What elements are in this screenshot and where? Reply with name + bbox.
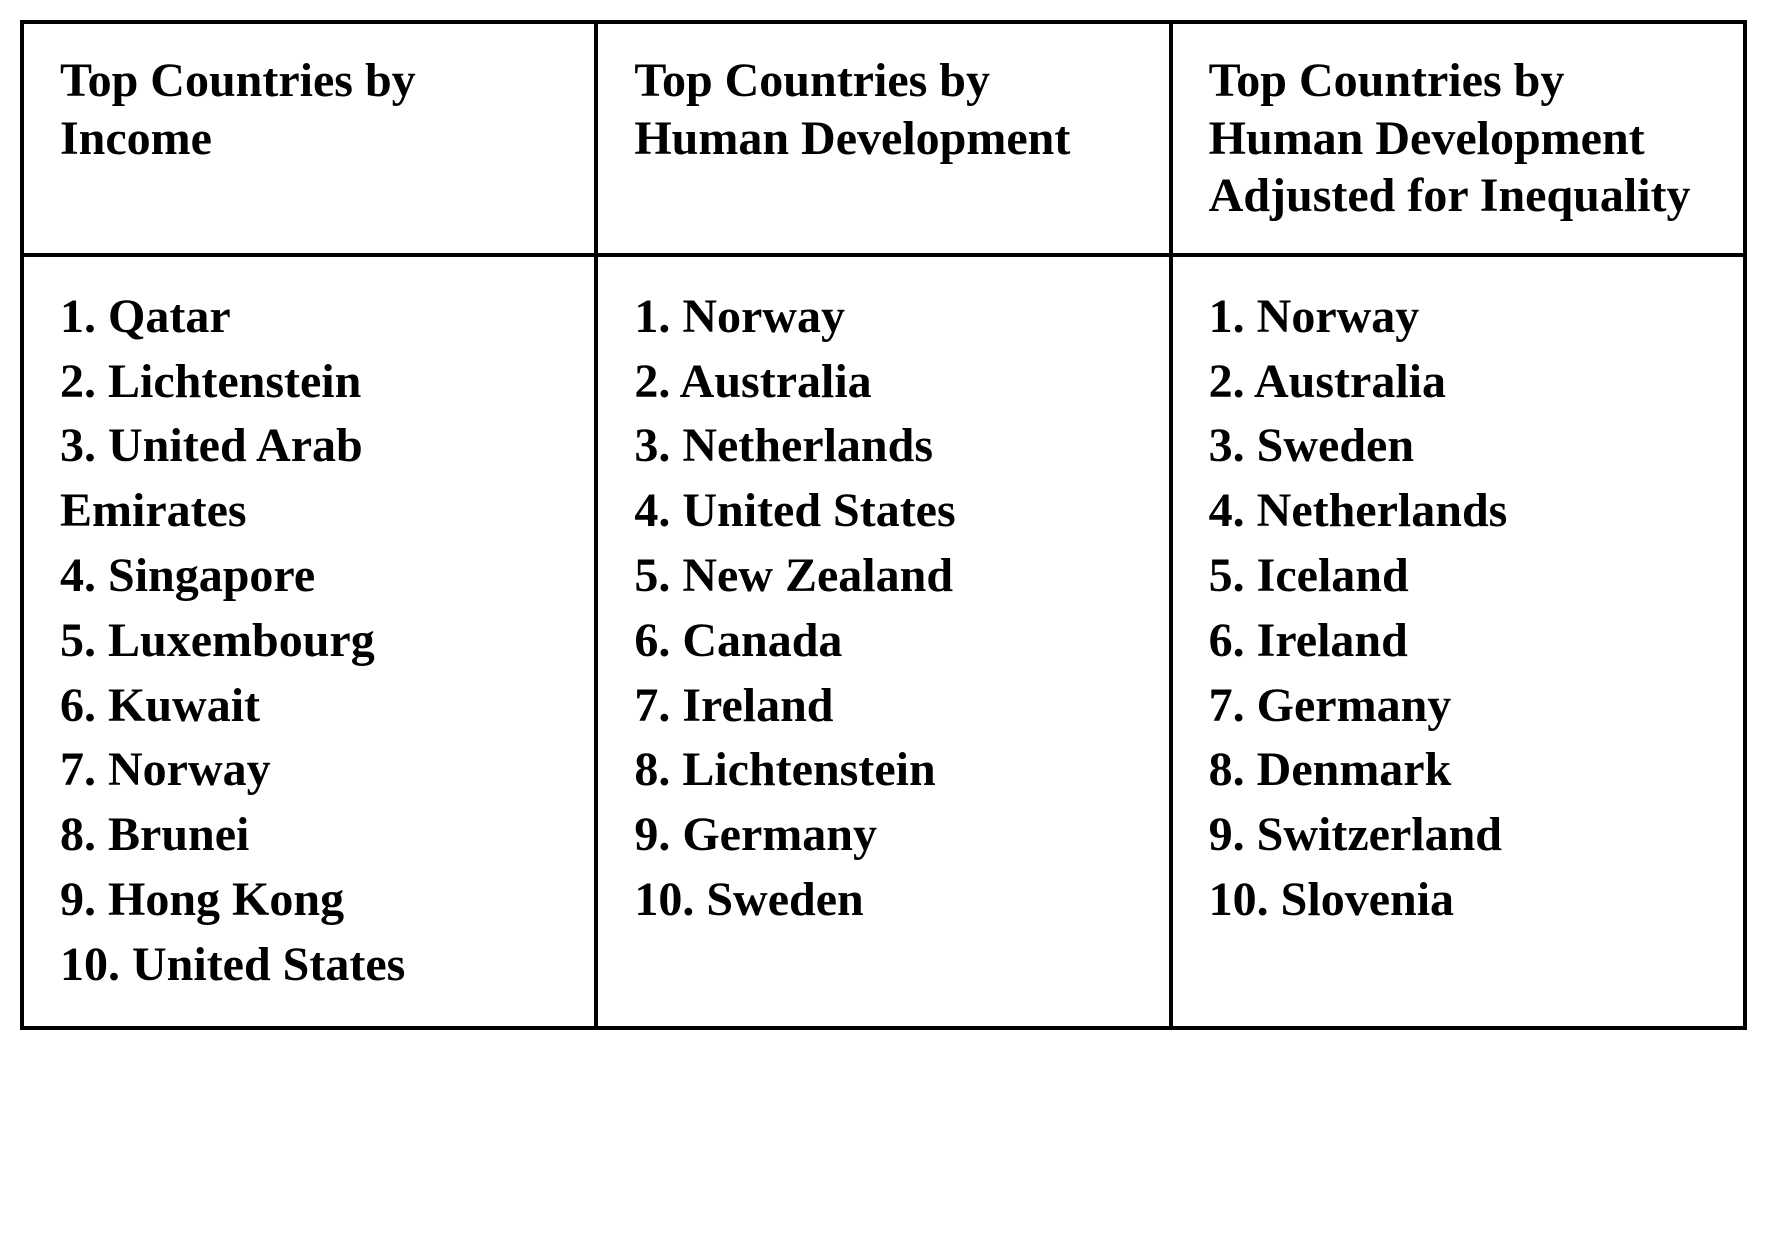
column-header-hdi-adjusted: Top Countries by Human Development Adjus… [1171,22,1745,255]
list-item: 2. Australia [634,350,1132,415]
list-item: 8. Brunei [60,803,558,868]
column-header-hdi: Top Countries by Human Development [596,22,1170,255]
list-item: 9. Germany [634,803,1132,868]
list-item: 10. Slovenia [1209,868,1707,933]
column-header-income: Top Countries by Income [22,22,596,255]
list-item: 6. Canada [634,609,1132,674]
list-item: 3. Sweden [1209,414,1707,479]
list-item: 4. United States [634,479,1132,544]
list-item: 8. Denmark [1209,738,1707,803]
list-item: 10. United States [60,933,558,998]
rankings-table: Top Countries by Income Top Countries by… [20,20,1747,1030]
list-item: 9. Switzerland [1209,803,1707,868]
list-item: 7. Ireland [634,674,1132,739]
list-item: 7. Germany [1209,674,1707,739]
list-item: 5. New Zealand [634,544,1132,609]
list-item: 3. Netherlands [634,414,1132,479]
list-item: 3. United Arab Emirates [60,414,558,544]
column-body-income: 1. Qatar 2. Lichtenstein 3. United Arab … [22,255,596,1028]
list-item: 6. Ireland [1209,609,1707,674]
table-header-row: Top Countries by Income Top Countries by… [22,22,1745,255]
list-item: 4. Netherlands [1209,479,1707,544]
list-item: 2. Lichtenstein [60,350,558,415]
list-item: 2. Australia [1209,350,1707,415]
column-body-hdi: 1. Norway 2. Australia 3. Netherlands 4.… [596,255,1170,1028]
column-body-hdi-adjusted: 1. Norway 2. Australia 3. Sweden 4. Neth… [1171,255,1745,1028]
list-item: 1. Norway [634,285,1132,350]
list-item: 4. Singapore [60,544,558,609]
table-body-row: 1. Qatar 2. Lichtenstein 3. United Arab … [22,255,1745,1028]
list-item: 9. Hong Kong [60,868,558,933]
list-item: 1. Qatar [60,285,558,350]
list-item: 5. Luxembourg [60,609,558,674]
list-item: 5. Iceland [1209,544,1707,609]
list-item: 1. Norway [1209,285,1707,350]
list-item: 6. Kuwait [60,674,558,739]
list-item: 7. Norway [60,738,558,803]
list-item: 10. Sweden [634,868,1132,933]
list-item: 8. Lichtenstein [634,738,1132,803]
